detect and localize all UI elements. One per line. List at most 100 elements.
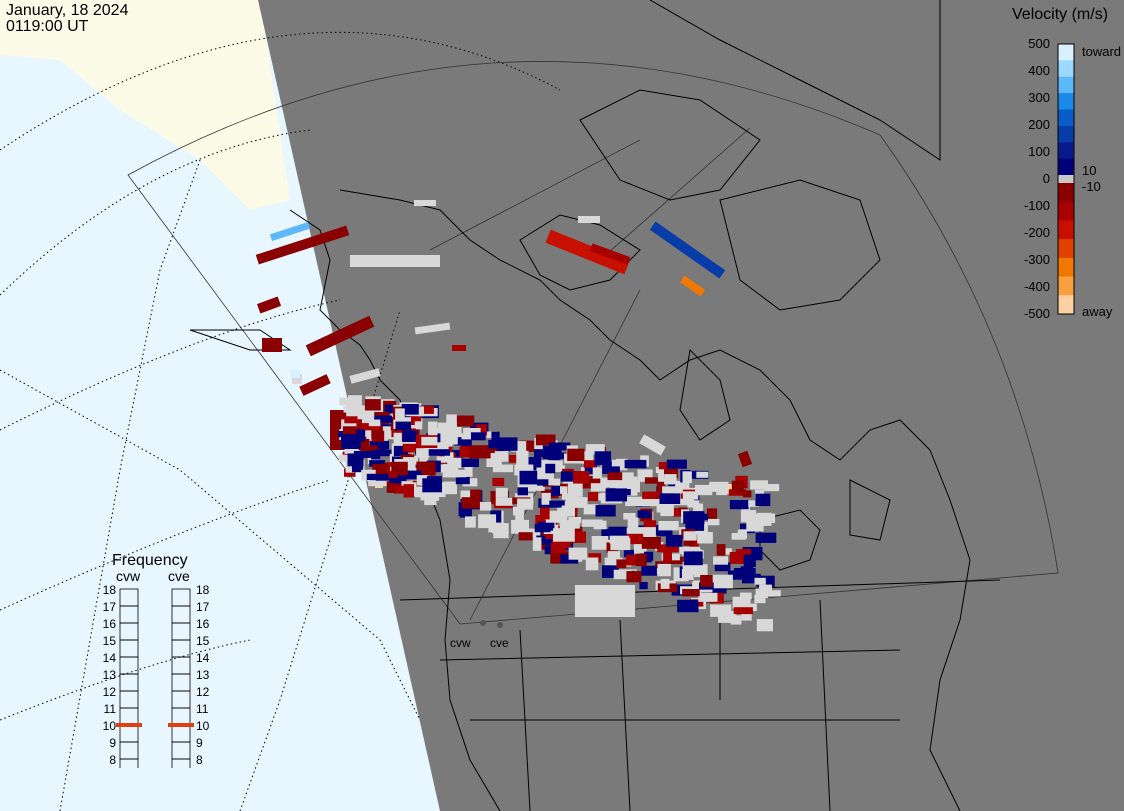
echo-cell	[514, 464, 534, 476]
echo-cell	[553, 528, 575, 542]
frequency-level-label: 9	[196, 736, 203, 750]
colorbar-swatch	[1058, 183, 1074, 203]
echo-cell	[545, 510, 568, 523]
echo-cell	[746, 519, 764, 532]
echo-cell	[623, 549, 634, 558]
frequency-level-label: 17	[196, 600, 210, 614]
echo-cell	[393, 445, 409, 457]
away-label: away	[1082, 304, 1113, 319]
echo-cell	[633, 543, 647, 554]
frequency-level-label: 10	[103, 719, 117, 733]
echo-cell	[679, 275, 706, 297]
frequency-cell	[171, 605, 191, 624]
echo-cell	[743, 554, 756, 567]
echo-cell	[348, 395, 362, 409]
frequency-level-label: 15	[196, 634, 210, 648]
echo-cell	[544, 545, 557, 555]
echo-cell	[376, 449, 392, 457]
echo-cell	[712, 586, 727, 594]
night-region	[258, 0, 1124, 811]
frequency-title: Frequency	[112, 552, 188, 569]
echo-cell	[687, 500, 700, 508]
colorbar-zero-band	[1058, 175, 1074, 183]
colorbar-swatch	[1058, 93, 1074, 110]
echo-cell	[600, 477, 611, 488]
echo-cell	[585, 444, 605, 455]
echo-cell	[649, 221, 726, 279]
echo-cell	[592, 467, 602, 479]
frequency-cell	[171, 673, 191, 692]
echo-cell	[737, 529, 746, 538]
frequency-cell	[119, 724, 139, 743]
frequency-cell	[171, 639, 191, 658]
echo-cell	[369, 440, 389, 450]
echo-cell	[403, 470, 422, 480]
echo-cell	[656, 524, 673, 537]
echo-cell	[628, 555, 637, 562]
echo-cell	[568, 547, 588, 560]
echo-cell	[559, 520, 580, 529]
frequency-level-label: 16	[196, 617, 210, 631]
echo-cell	[754, 594, 766, 604]
echo-cell	[641, 537, 661, 549]
frequency-cell	[119, 588, 139, 607]
frequency-panel: Frequency cvw cve 18 17 16 15 14 13 12 11 10 9 8 18…	[103, 552, 210, 768]
colorbar-tick-label: 500	[1028, 38, 1050, 51]
echo-cell	[469, 445, 491, 459]
frequency-level-label: 18	[103, 583, 117, 597]
radar-label-cvw: cvw	[116, 568, 141, 584]
echo-cell	[347, 446, 359, 453]
echo-cell	[665, 534, 683, 547]
echo-cell	[370, 473, 393, 481]
echo-cell	[461, 497, 481, 509]
echo-cell	[518, 532, 533, 541]
echo-cell	[581, 519, 603, 527]
echo-cell	[575, 585, 635, 617]
echo-cell	[568, 517, 582, 524]
echo-cell	[368, 419, 381, 427]
echo-cell	[683, 551, 703, 566]
colorbar-swatch	[1058, 60, 1074, 78]
echo-cell	[672, 508, 684, 517]
echo-cell	[625, 496, 645, 507]
echo-cell	[452, 449, 463, 464]
colorbar-inner-tick-label: -10	[1082, 179, 1101, 194]
echo-cell	[525, 528, 541, 538]
echo-cell	[732, 596, 751, 609]
colorbar-frame	[1057, 43, 1075, 315]
echo-cell	[457, 458, 479, 467]
echo-cell	[733, 607, 753, 615]
echo-cell	[718, 611, 737, 623]
echo-cell	[570, 497, 587, 507]
echo-cell	[639, 434, 666, 456]
colorbar-tick-label: -100	[1024, 198, 1050, 213]
echo-cell	[545, 229, 630, 275]
echo-cell	[562, 478, 582, 488]
colorbar-swatch	[1058, 44, 1074, 61]
echo-cell	[660, 503, 674, 517]
echo-cell	[510, 441, 527, 452]
echo-cell	[753, 513, 776, 523]
echo-cell	[551, 542, 566, 553]
echo-cell	[635, 553, 647, 567]
frequency-level-label: 13	[103, 668, 117, 682]
echo-cell	[637, 510, 651, 519]
echo-cell	[549, 500, 565, 508]
echo-cell	[509, 455, 517, 463]
echo-cell	[560, 471, 577, 482]
echo-cell	[585, 557, 599, 571]
echo-cell	[422, 478, 442, 493]
echo-cell	[662, 486, 683, 494]
echo-cell	[517, 484, 528, 496]
echo-cell	[683, 536, 695, 546]
frequency-cell	[119, 639, 139, 658]
echo-cell	[617, 489, 631, 496]
echo-cell	[748, 500, 759, 507]
frequency-level-label: 9	[109, 736, 116, 750]
echo-cell	[394, 472, 407, 484]
echo-cell	[641, 565, 657, 576]
frequency-marker-cve	[168, 723, 194, 727]
echo-cell	[755, 493, 771, 507]
echo-cell	[446, 414, 457, 428]
echo-cell	[402, 417, 411, 425]
